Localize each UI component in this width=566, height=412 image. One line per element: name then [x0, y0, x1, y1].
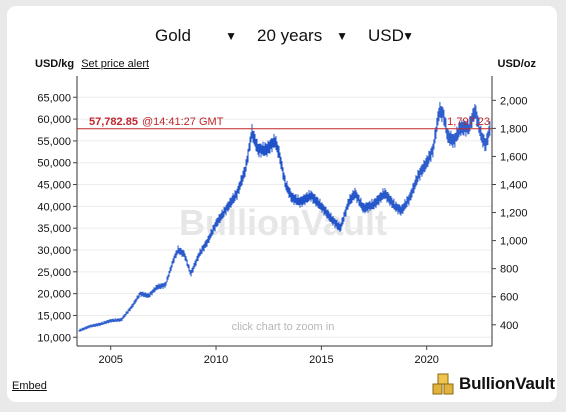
left-tick-label: 50,000	[37, 158, 71, 170]
left-tick-label: 65,000	[37, 92, 71, 104]
left-tick-label: 55,000	[37, 136, 71, 148]
period-select[interactable]: 20 years ▼	[249, 22, 354, 50]
currency-select-value: USD	[368, 26, 404, 45]
period-select-value: 20 years	[257, 26, 323, 45]
x-tick-label: 2010	[204, 354, 228, 366]
current-price-time: @14:41:27 GMT	[142, 116, 224, 128]
selector-bar: Gold ▼ 20 years ▼ USD ▼	[7, 22, 557, 50]
right-tick-label: 1,400	[500, 179, 528, 191]
x-tick-label: 2020	[414, 354, 438, 366]
current-price-layer: 57,782.85 @14:41:27 GMT 1,797.23	[77, 116, 492, 130]
right-tick-label: 400	[500, 320, 518, 332]
x-tick-label: 2015	[309, 354, 333, 366]
left-unit-label: USD/kg	[35, 58, 75, 70]
series-layer	[78, 101, 491, 332]
embed-link[interactable]: Embed	[12, 380, 47, 392]
brand-name: BullionVault	[459, 374, 555, 393]
x-tick-label: 2005	[98, 354, 122, 366]
left-tick-label: 15,000	[37, 310, 71, 322]
chart-watermark: BullionVault	[179, 202, 387, 243]
left-tick-label: 40,000	[37, 201, 71, 213]
left-tick-label: 10,000	[37, 332, 71, 344]
right-tick-label: 600	[500, 292, 518, 304]
chevron-down-icon: ▼	[402, 29, 414, 43]
set-price-alert-link[interactable]: Set price alert	[81, 58, 150, 70]
right-tick-label: 800	[500, 264, 518, 276]
metal-select-value: Gold	[155, 26, 191, 45]
current-price-kg: 57,782.85	[89, 116, 138, 128]
right-tick-label: 1,800	[500, 123, 528, 135]
left-tick-label: 45,000	[37, 180, 71, 192]
left-tick-label: 30,000	[37, 245, 71, 257]
chevron-down-icon: ▼	[225, 29, 237, 43]
right-tick-label: 2,000	[500, 95, 528, 107]
zoom-hint: click chart to zoom in	[232, 321, 335, 333]
left-unit-header: USD/kg Set price alert	[35, 58, 149, 70]
right-tick-label: 1,000	[500, 236, 528, 248]
left-tick-label: 25,000	[37, 267, 71, 279]
chart-card: Gold ▼ 20 years ▼ USD ▼	[7, 6, 557, 402]
metal-select[interactable]: Gold ▼	[147, 22, 243, 50]
currency-select[interactable]: USD ▼	[360, 22, 420, 50]
right-unit-label: USD/oz	[497, 58, 537, 70]
axis-layer: 10,000 15,000 20,000 25,000 30,000 35,000 40,0…	[37, 92, 527, 366]
left-tick-label: 60,000	[37, 114, 71, 126]
right-tick-label: 1,200	[500, 208, 528, 220]
chevron-down-icon: ▼	[336, 29, 348, 43]
bullion-bars-icon	[432, 373, 454, 395]
left-tick-label: 35,000	[37, 223, 71, 235]
right-tick-label: 1,600	[500, 151, 528, 163]
current-price-oz: 1,797.23	[447, 116, 490, 128]
current-price-label: 57,782.85 @14:41:27 GMT	[89, 116, 224, 128]
chart-frame	[76, 76, 493, 347]
left-tick-label: 20,000	[37, 289, 71, 301]
